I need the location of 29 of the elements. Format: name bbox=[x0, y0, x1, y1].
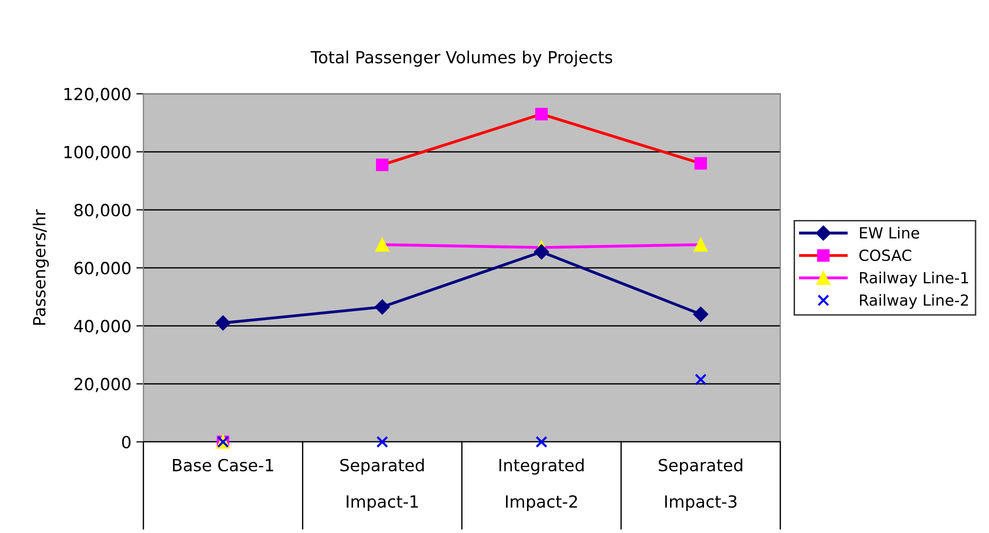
point bbox=[693, 306, 708, 322]
point bbox=[694, 238, 708, 252]
category-label: Separated Impact-1 bbox=[340, 458, 424, 512]
y-tick-label: 80,000 bbox=[74, 204, 130, 218]
legend-label: COSAC bbox=[859, 249, 912, 262]
legend-label: Railway Line-2 bbox=[860, 294, 968, 309]
y-tick-label: 20,000 bbox=[74, 378, 130, 392]
legend-label: EW Line bbox=[860, 226, 920, 239]
point bbox=[694, 374, 707, 386]
point bbox=[376, 158, 388, 172]
point bbox=[535, 108, 548, 120]
y-tick-label: 60,000 bbox=[74, 262, 130, 276]
category-label: Separated Impact-3 bbox=[658, 458, 742, 512]
legend-label: Railway Line-1 bbox=[860, 272, 968, 286]
y-tick-label: 0 bbox=[122, 436, 130, 448]
point bbox=[694, 157, 707, 170]
point bbox=[374, 299, 390, 315]
point bbox=[536, 436, 548, 448]
point bbox=[375, 238, 390, 252]
chart-title: Total Passenger Volumes by Projects bbox=[310, 50, 612, 67]
y-axis-title: Passengers/hr bbox=[32, 209, 49, 325]
point bbox=[534, 244, 550, 260]
point bbox=[215, 315, 231, 331]
x-tick-label: Base Case-1 bbox=[173, 458, 274, 472]
y-tick-label: 100,000 bbox=[64, 146, 130, 160]
point bbox=[376, 436, 388, 448]
y-tick-label: 120,000 bbox=[64, 88, 130, 102]
y-tick-label: 40,000 bbox=[74, 320, 130, 334]
category-label: Integrated Impact-2 bbox=[499, 458, 584, 512]
